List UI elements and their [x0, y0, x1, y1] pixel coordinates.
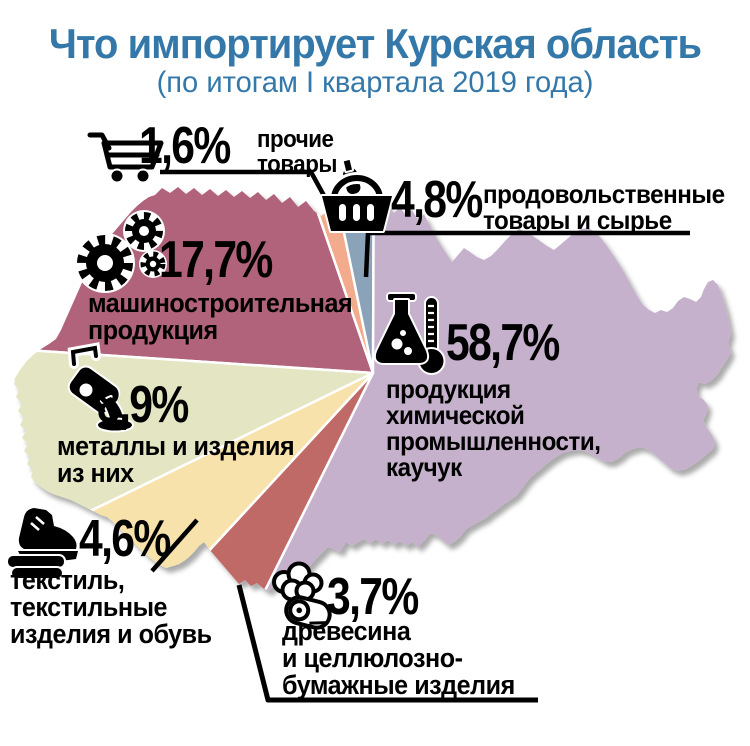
- label-chemical-line2: химической: [386, 400, 525, 430]
- label-machinery: машиностроительная продукция: [88, 288, 353, 345]
- label-metals-line2: из них: [57, 458, 134, 488]
- label-food: продовольственные товары и сырье: [483, 181, 725, 233]
- value-other: 1,6%: [139, 117, 231, 175]
- label-metals: металлы и изделия из них: [57, 431, 295, 488]
- value-wood: 3,7%: [327, 568, 419, 626]
- value-chemical: 58,7%: [446, 314, 560, 372]
- food-basket-icon: [320, 157, 394, 233]
- callout-line-wood: [236, 584, 538, 703]
- label-chemical-line1: продукция: [386, 374, 511, 404]
- label-chemical-line4: каучук: [386, 452, 462, 482]
- label-chemical-line3: промышленности,: [386, 426, 601, 456]
- label-other-line2: товары: [257, 151, 338, 178]
- value-machinery: 17,7%: [159, 231, 273, 289]
- label-food-line1: продовольственные: [483, 179, 725, 209]
- value-food: 4,8%: [391, 171, 483, 229]
- label-textile: текстиль, текстильные изделия и обувь: [10, 567, 212, 648]
- label-machinery-line1: машиностроительная: [88, 288, 353, 318]
- label-machinery-line2: продукция: [88, 315, 218, 345]
- label-other: прочие товары: [257, 127, 337, 177]
- flask-thermometer-icon: [373, 292, 446, 375]
- page-subtitle: (по итогам I квартала 2019 года): [156, 66, 594, 99]
- label-wood: древесина и целлюлозно- бумажные изделия: [282, 618, 515, 699]
- label-food-line2: товары и сырье: [483, 205, 672, 235]
- label-other-line1: прочие: [257, 126, 334, 153]
- shopping-cart-icon: [84, 129, 167, 184]
- callout-line-textile: [150, 518, 199, 573]
- gears-icon: [75, 210, 167, 293]
- wood-paper-roll-icon: [272, 561, 332, 630]
- label-textile-line3: изделия и обувь: [10, 619, 212, 649]
- label-wood-line1: древесина: [282, 616, 411, 646]
- label-wood-line3: бумажные изделия: [282, 670, 515, 700]
- label-wood-line2: и целлюлозно-: [282, 643, 463, 673]
- label-textile-line2: текстильные: [10, 592, 168, 622]
- value-metals: 8,9%: [97, 376, 189, 434]
- page-title: Что импортирует Курская область: [48, 20, 702, 67]
- boot-textile-icon: [6, 506, 80, 580]
- label-textile-line1: текстиль,: [10, 565, 125, 595]
- label-metals-line1: металлы и изделия: [57, 431, 295, 461]
- label-chemical: продукция химической промышленности, кау…: [386, 376, 601, 480]
- molten-metal-ladle-icon: [67, 342, 134, 433]
- value-textile: 4,6%: [79, 510, 171, 568]
